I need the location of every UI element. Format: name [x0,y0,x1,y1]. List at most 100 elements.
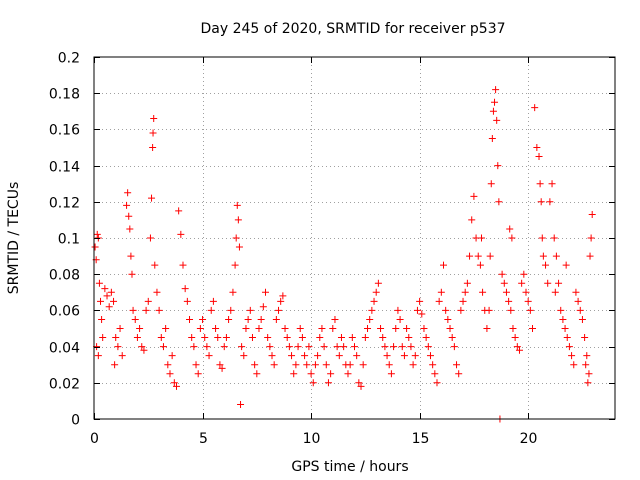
data-point [398,343,406,351]
data-point [142,306,150,314]
data-point [422,334,430,342]
data-point [183,297,191,305]
data-point [298,334,306,342]
data-point [479,288,487,296]
data-point [225,315,233,323]
data-point [470,192,478,200]
data-point [170,379,178,387]
data-point [420,325,428,332]
data-point [181,285,189,293]
data-point [533,144,541,151]
data-point [231,261,239,269]
data-point [305,343,313,351]
y-tick-label: 0.2 [58,51,80,67]
data-point [272,315,280,323]
data-point [283,334,291,342]
data-point [346,361,354,369]
data-point [205,352,213,360]
data-point [264,334,272,342]
data-point [290,370,298,378]
y-axis-ticks: 0 0.02 0.04 0.06 0.08 0.1 0.12 0.14 0.16 0.18 0.2 [49,51,615,429]
data-point [513,343,521,351]
data-point [476,261,484,269]
data-point [583,352,591,360]
data-point [149,129,157,137]
data-point [94,352,102,360]
data-point [114,343,122,351]
data-point [216,361,224,369]
data-point [95,279,103,287]
data-point [344,370,352,378]
data-point [248,334,256,342]
data-point [403,325,411,332]
data-point [562,261,570,269]
data-point [203,343,211,351]
data-point [242,325,250,332]
data-point [429,361,437,369]
data-point [196,325,204,332]
data-point [148,194,156,202]
data-point [433,379,441,387]
data-point [98,315,106,323]
data-point [125,212,133,220]
data-point [550,234,558,242]
data-point [559,315,567,323]
data-point [229,288,237,296]
data-point [292,361,300,369]
data-point [474,252,482,260]
data-point [133,334,141,342]
data-point [149,144,157,151]
data-point [112,334,120,342]
data-point [164,361,172,369]
data-point [405,334,413,342]
data-point [574,297,582,305]
data-point [233,201,241,209]
data-point [251,361,259,369]
data-point [426,352,434,360]
data-point [232,234,240,242]
data-point [329,325,337,332]
data-point [351,343,358,351]
data-point [266,343,274,351]
data-point [584,379,592,387]
data-point [166,370,174,378]
data-point [279,292,287,300]
data-point [222,334,230,342]
data-point [551,288,559,296]
data-point [277,297,285,305]
data-point [285,343,293,351]
data-point [246,306,254,314]
data-point [159,343,167,351]
data-point [522,288,530,296]
data-point [407,343,415,351]
data-point [508,234,516,242]
y-tick-label: 0.08 [49,268,80,284]
data-point [234,216,242,224]
data-point [506,225,514,233]
data-point [539,252,547,260]
x-tick-label: 0 [90,431,99,447]
data-point [128,270,136,278]
data-point [552,252,560,260]
data-point [466,252,474,260]
data-point [511,334,519,342]
data-point [576,306,584,314]
y-tick-label: 0.14 [49,160,80,176]
data-point [144,297,152,305]
data-point [411,352,419,360]
data-point [209,297,217,305]
data-point [394,306,402,314]
data-point [91,243,99,251]
x-axis-title: GPS time / hours [291,459,408,475]
data-point [409,361,417,369]
data-point [172,382,180,390]
data-point [101,285,109,293]
data-point [240,352,248,360]
data-point [390,343,398,351]
data-point [227,306,235,314]
data-point [570,361,578,369]
data-point [261,288,269,296]
data-point [111,361,119,369]
data-point [377,325,385,332]
